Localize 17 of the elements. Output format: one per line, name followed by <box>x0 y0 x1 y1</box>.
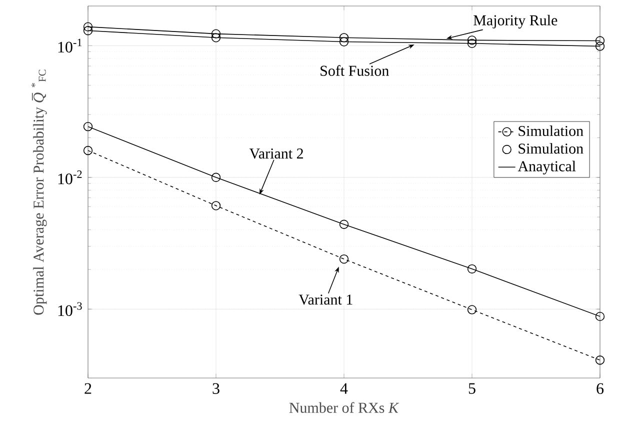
y-tick-label: 10$^{-2}$ <box>58 170 82 184</box>
x-tick-label: 2 <box>84 383 92 394</box>
annotation: Variant 1 <box>298 294 352 305</box>
x-tick-label: 3 <box>212 383 220 394</box>
x-axis-title: Number of RXs K <box>289 402 400 413</box>
legend-label: Anaytical <box>518 160 576 174</box>
legend-label: Simulation <box>518 143 584 154</box>
x-tick-label: 5 <box>468 383 476 394</box>
y-tick-label: 10$^{-1}$ <box>58 38 82 53</box>
annotation: Variant 2 <box>249 148 303 159</box>
annotation: Majority Rule <box>474 14 558 28</box>
x-tick-label: 4 <box>340 383 348 394</box>
x-tick-label: 6 <box>596 383 604 394</box>
annotation: Soft Fusion <box>320 65 389 76</box>
legend-label: Simulation <box>518 126 584 136</box>
y-axis-title: Optimal Average Error Probability Q̅$^{*}$FC <box>31 70 47 315</box>
y-tick-label: 10$^{-3}$ <box>58 302 82 316</box>
